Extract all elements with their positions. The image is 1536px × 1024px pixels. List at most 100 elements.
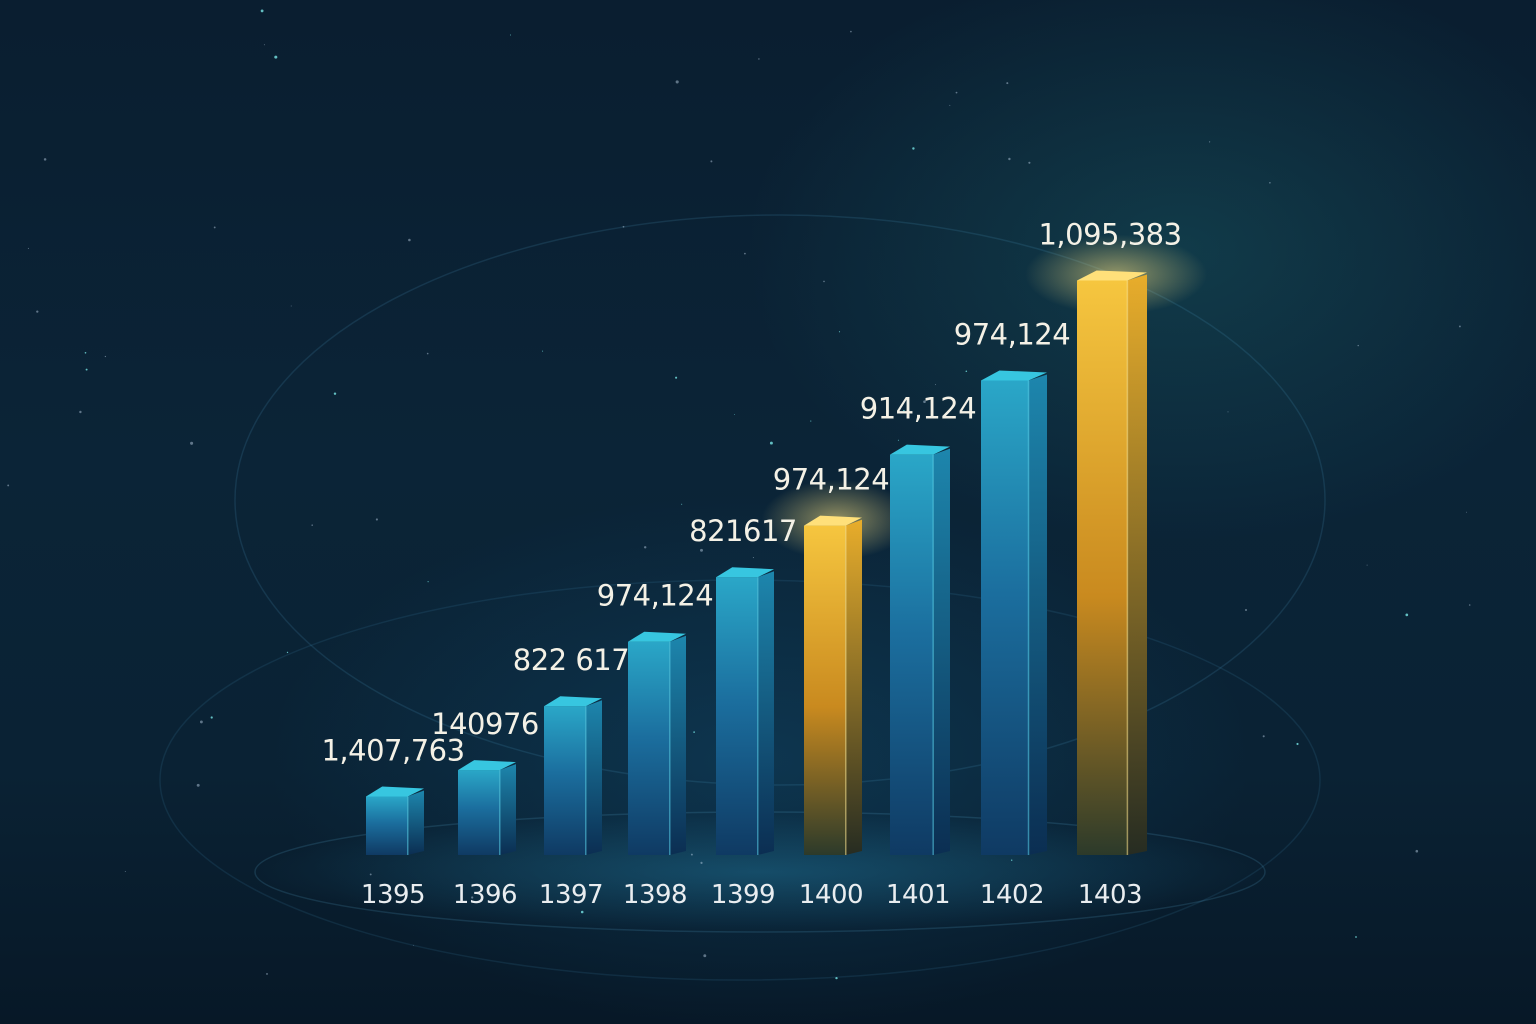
bar-top-face [890, 444, 950, 455]
star [835, 976, 838, 980]
data-label: 1,095,383 [1038, 218, 1181, 252]
bar [890, 444, 950, 855]
star [1269, 181, 1271, 184]
star [104, 355, 107, 358]
star [1465, 511, 1467, 513]
star [1209, 141, 1211, 143]
star [703, 954, 707, 958]
star [710, 160, 713, 163]
star [36, 310, 39, 313]
x-tick-label: 1397 [539, 880, 603, 910]
star [1028, 161, 1031, 164]
star [1468, 604, 1471, 606]
bar-front-face [366, 796, 408, 855]
star [1357, 344, 1359, 347]
star [700, 861, 703, 865]
star [199, 720, 203, 724]
bar-side-face [585, 700, 602, 855]
bar-side-face [407, 790, 424, 855]
star [542, 350, 544, 352]
star [7, 484, 10, 487]
star [426, 352, 429, 355]
bar [366, 786, 424, 855]
star [850, 30, 852, 33]
bar [628, 631, 686, 855]
star [1405, 613, 1409, 617]
bar-front-face [458, 770, 500, 855]
star [675, 376, 678, 379]
star [84, 351, 87, 354]
star [263, 44, 265, 46]
star [643, 546, 647, 549]
bar-front-face [890, 454, 934, 855]
star [912, 147, 915, 150]
star [124, 871, 126, 872]
bar [761, 479, 913, 855]
bar-top-face [544, 696, 602, 707]
data-label: 974,124 [597, 579, 713, 613]
star [838, 331, 841, 333]
star [1006, 82, 1009, 85]
bar-top-face [366, 786, 424, 797]
data-label: 1,407,763 [321, 734, 464, 768]
star [897, 439, 899, 441]
star [1458, 325, 1461, 328]
star [1296, 742, 1299, 746]
data-label: 140976 [431, 707, 539, 741]
star [1008, 157, 1011, 161]
bar-front-face [716, 577, 758, 855]
star [286, 651, 289, 654]
star [417, 757, 421, 761]
bar-front-face [804, 525, 846, 855]
star [923, 400, 926, 404]
star [744, 252, 746, 255]
bar-front-face [544, 706, 586, 855]
bar [716, 567, 774, 855]
star [375, 518, 378, 521]
data-label: 821617 [689, 514, 797, 548]
data-label: 974,124 [954, 317, 1070, 351]
x-tick-label: 1400 [799, 880, 863, 910]
x-tick-label: 1399 [711, 880, 775, 910]
bar-top-face [716, 567, 774, 578]
x-tick-label: 1396 [453, 880, 517, 910]
star [734, 413, 736, 415]
bar-front-face [1077, 280, 1128, 855]
star [693, 731, 695, 733]
star [333, 392, 337, 395]
star [580, 910, 584, 914]
bar-side-face [757, 571, 774, 855]
star [752, 557, 754, 559]
star [1366, 564, 1368, 566]
bar [981, 370, 1047, 855]
star [903, 409, 905, 412]
star [274, 55, 278, 59]
bar-top-face [1077, 270, 1147, 281]
bar [544, 696, 602, 855]
star [681, 503, 683, 505]
bar-top-face [458, 760, 516, 771]
star [27, 247, 29, 249]
data-label: 914,124 [860, 392, 976, 426]
star [1244, 608, 1248, 612]
star [196, 783, 200, 787]
star [758, 58, 760, 60]
star [675, 80, 679, 84]
star [412, 944, 414, 946]
star [510, 34, 511, 36]
bar-top-face [981, 370, 1047, 381]
star [427, 581, 429, 583]
star [260, 9, 264, 13]
data-label: 974,124 [773, 463, 889, 497]
bar-front-face [981, 380, 1029, 855]
star [1262, 735, 1265, 738]
star [700, 548, 703, 552]
star [690, 853, 693, 856]
bar-top-face [804, 515, 862, 526]
x-tick-label: 1402 [980, 880, 1044, 910]
star [823, 280, 825, 283]
star [266, 972, 268, 975]
data-label: 822 617 [513, 643, 629, 677]
